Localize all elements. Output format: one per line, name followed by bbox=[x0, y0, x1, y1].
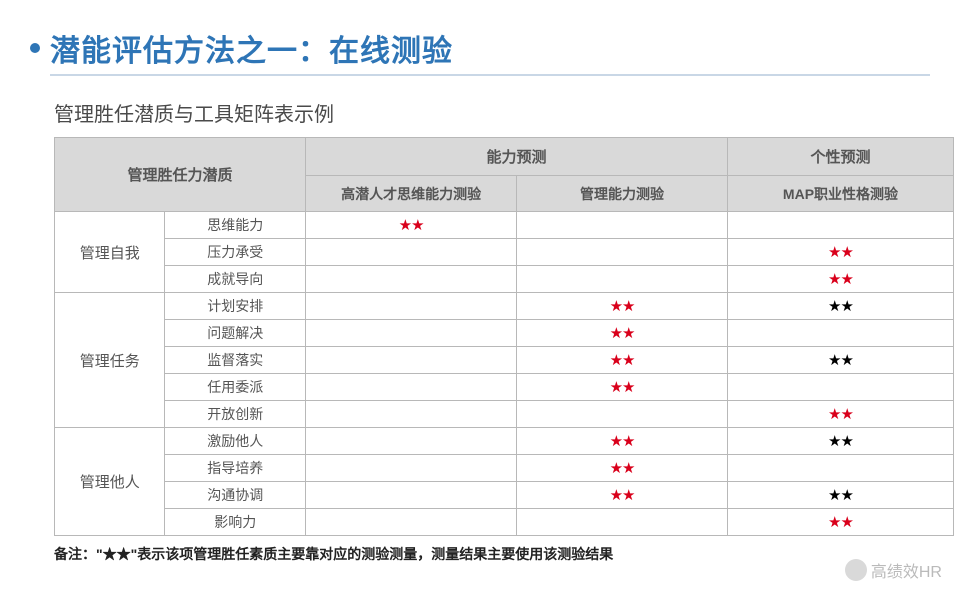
subtitle: 管理胜任潜质与工具矩阵表示例 bbox=[54, 98, 930, 127]
table-row: 管理他人激励他人★★★★ bbox=[55, 428, 954, 455]
data-cell: ★★ bbox=[727, 347, 953, 374]
star-icon: ★★ bbox=[828, 298, 853, 315]
row-label: 影响力 bbox=[165, 509, 306, 536]
data-cell: ★★ bbox=[517, 374, 728, 401]
data-cell bbox=[306, 374, 517, 401]
data-cell bbox=[517, 401, 728, 428]
footnote: 备注："★★"表示该项管理胜任素质主要靠对应的测验测量，测量结果主要使用该测验结… bbox=[54, 544, 930, 564]
table-row: 沟通协调 ★★ ★★ bbox=[55, 482, 954, 509]
row-label: 激励他人 bbox=[165, 428, 306, 455]
star-icon: ★★ bbox=[828, 352, 853, 369]
row-label: 监督落实 bbox=[165, 347, 306, 374]
data-cell bbox=[517, 509, 728, 536]
data-cell: ★★ bbox=[727, 428, 953, 455]
data-cell bbox=[306, 347, 517, 374]
header-corner: 管理胜任力潜质 bbox=[55, 138, 306, 212]
star-icon: ★★ bbox=[828, 433, 853, 450]
group-cell: 管理自我 bbox=[55, 212, 165, 293]
header-col2: 管理能力测验 bbox=[517, 176, 728, 212]
data-cell: ★★ bbox=[727, 401, 953, 428]
title-underline bbox=[50, 74, 930, 76]
data-cell bbox=[306, 239, 517, 266]
data-cell bbox=[306, 509, 517, 536]
table-body: 管理自我思维能力 ★★ 压力承受 ★★ 成就导向 ★★ 管理任务计划安排 ★★ ★★ 问题解决 ★★… bbox=[55, 212, 954, 536]
star-icon: ★★ bbox=[610, 325, 635, 342]
table-row: 成就导向 ★★ bbox=[55, 266, 954, 293]
table-row: 压力承受 ★★ bbox=[55, 239, 954, 266]
data-cell bbox=[517, 266, 728, 293]
star-icon: ★★ bbox=[610, 433, 635, 450]
table-row: 管理自我思维能力★★ bbox=[55, 212, 954, 239]
data-cell bbox=[727, 320, 953, 347]
matrix-table: 管理胜任力潜质 能力预测 个性预测 高潜人才思维能力测验 管理能力测验 MAP职… bbox=[54, 137, 954, 536]
row-label: 压力承受 bbox=[165, 239, 306, 266]
star-icon: ★★ bbox=[610, 487, 635, 504]
data-cell bbox=[727, 212, 953, 239]
star-icon: ★★ bbox=[610, 352, 635, 369]
star-icon: ★★ bbox=[610, 298, 635, 315]
star-icon: ★★ bbox=[828, 406, 853, 423]
star-icon: ★★ bbox=[610, 379, 635, 396]
data-cell: ★★ bbox=[517, 482, 728, 509]
table-head: 管理胜任力潜质 能力预测 个性预测 高潜人才思维能力测验 管理能力测验 MAP职… bbox=[55, 138, 954, 212]
table-row: 监督落实 ★★ ★★ bbox=[55, 347, 954, 374]
data-cell: ★★ bbox=[727, 482, 953, 509]
table-row: 影响力 ★★ bbox=[55, 509, 954, 536]
data-cell bbox=[517, 212, 728, 239]
data-cell: ★★ bbox=[727, 293, 953, 320]
data-cell bbox=[727, 374, 953, 401]
table-row: 管理任务计划安排★★★★ bbox=[55, 293, 954, 320]
header-group-ability: 能力预测 bbox=[306, 138, 728, 176]
star-icon: ★★ bbox=[828, 244, 853, 261]
header-group-personality: 个性预测 bbox=[727, 138, 953, 176]
data-cell: ★★ bbox=[517, 428, 728, 455]
data-cell bbox=[306, 401, 517, 428]
data-cell bbox=[517, 239, 728, 266]
title-row: 潜能评估方法之一：在线测验 bbox=[30, 26, 930, 70]
row-label: 成就导向 bbox=[165, 266, 306, 293]
wechat-icon bbox=[845, 559, 867, 581]
page-title: 潜能评估方法之一：在线测验 bbox=[50, 26, 453, 70]
group-cell: 管理任务 bbox=[55, 293, 165, 428]
star-icon: ★★ bbox=[610, 460, 635, 477]
watermark-text: 高绩效HR bbox=[871, 558, 942, 582]
row-label: 问题解决 bbox=[165, 320, 306, 347]
data-cell: ★★ bbox=[517, 455, 728, 482]
watermark: 高绩效HR bbox=[845, 558, 942, 582]
star-icon: ★★ bbox=[828, 514, 853, 531]
data-cell bbox=[306, 266, 517, 293]
header-col3: MAP职业性格测验 bbox=[727, 176, 953, 212]
row-label: 开放创新 bbox=[165, 401, 306, 428]
group-cell: 管理他人 bbox=[55, 428, 165, 536]
table-row: 指导培养 ★★ bbox=[55, 455, 954, 482]
table-row: 任用委派 ★★ bbox=[55, 374, 954, 401]
star-icon: ★★ bbox=[399, 217, 424, 234]
data-cell bbox=[306, 428, 517, 455]
data-cell: ★★ bbox=[517, 347, 728, 374]
data-cell: ★★ bbox=[727, 509, 953, 536]
data-cell: ★★ bbox=[306, 212, 517, 239]
row-label: 沟通协调 bbox=[165, 482, 306, 509]
data-cell bbox=[306, 320, 517, 347]
star-icon: ★★ bbox=[828, 487, 853, 504]
bullet-icon bbox=[30, 43, 40, 53]
data-cell bbox=[306, 455, 517, 482]
data-cell: ★★ bbox=[517, 320, 728, 347]
row-label: 任用委派 bbox=[165, 374, 306, 401]
row-label: 计划安排 bbox=[165, 293, 306, 320]
row-label: 思维能力 bbox=[165, 212, 306, 239]
star-icon: ★★ bbox=[828, 271, 853, 288]
data-cell bbox=[306, 293, 517, 320]
data-cell bbox=[727, 455, 953, 482]
data-cell: ★★ bbox=[517, 293, 728, 320]
slide: 潜能评估方法之一：在线测验 管理胜任潜质与工具矩阵表示例 管理胜任力潜质 能力预… bbox=[0, 0, 960, 600]
table-row: 问题解决 ★★ bbox=[55, 320, 954, 347]
row-label: 指导培养 bbox=[165, 455, 306, 482]
data-cell: ★★ bbox=[727, 239, 953, 266]
data-cell: ★★ bbox=[727, 266, 953, 293]
table-row: 开放创新 ★★ bbox=[55, 401, 954, 428]
data-cell bbox=[306, 482, 517, 509]
header-col1: 高潜人才思维能力测验 bbox=[306, 176, 517, 212]
